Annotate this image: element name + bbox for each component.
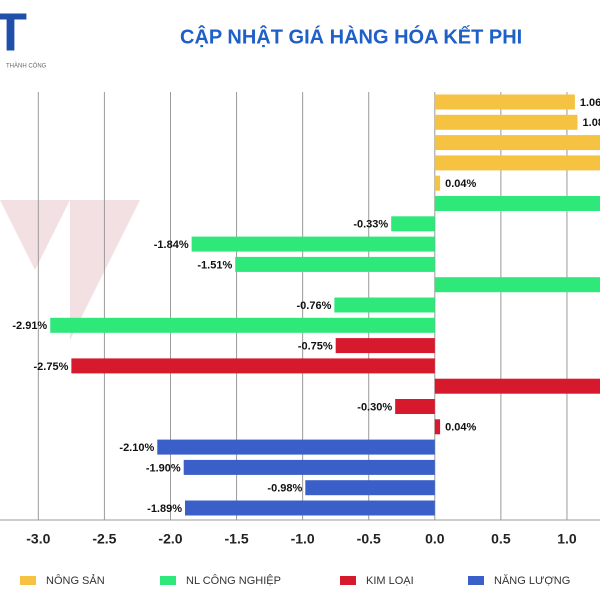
bar	[395, 399, 435, 414]
bar	[434, 419, 441, 435]
value-label: -0.30%	[357, 401, 392, 413]
x-tick-label: 0.0	[425, 531, 445, 547]
bar	[434, 175, 441, 191]
value-label: 0.04%	[445, 422, 476, 434]
bar	[434, 277, 600, 293]
x-tick-label: 0.5	[491, 531, 511, 547]
legend-label: NĂNG LƯỢNG	[494, 574, 570, 587]
bar	[305, 480, 435, 496]
value-label: 0.04%	[445, 178, 476, 190]
value-label: -1.89%	[147, 503, 182, 515]
bar	[334, 297, 435, 313]
value-label: -1.84%	[154, 239, 189, 251]
value-label: -0.33%	[353, 219, 388, 231]
bar	[434, 378, 600, 394]
value-label: -1.90%	[146, 462, 181, 474]
value-label: -2.91%	[12, 320, 47, 332]
bar	[235, 256, 435, 272]
bar	[71, 358, 435, 374]
legend-label: NÔNG SẢN	[46, 574, 105, 587]
bar	[157, 439, 435, 455]
legend-swatch	[20, 576, 36, 585]
bar	[185, 500, 435, 516]
logo-tagline: THÀNH CÔNG	[6, 63, 47, 70]
bar	[191, 236, 435, 252]
value-label: 1.08%	[583, 117, 600, 129]
bar	[434, 155, 600, 171]
x-tick-label: -1.5	[225, 531, 249, 547]
legend-label: NL CÔNG NGHIỆP	[186, 574, 281, 587]
x-tick-label: -2.5	[92, 531, 116, 547]
legend-swatch	[160, 576, 176, 585]
x-tick-label: -2.0	[158, 531, 182, 547]
bar	[434, 196, 600, 211]
bar	[50, 317, 435, 333]
x-tick-label: -3.0	[26, 531, 50, 547]
value-label: -0.75%	[298, 341, 333, 353]
value-label: -2.75%	[34, 361, 69, 373]
bar	[335, 338, 435, 354]
x-tick-label: -1.0	[291, 531, 315, 547]
value-label: -0.76%	[297, 300, 332, 312]
bar	[391, 216, 435, 232]
x-tick-label: 1.0	[557, 531, 577, 547]
chart-title: CẬP NHẬT GIÁ HÀNG HÓA KẾT PHI	[180, 24, 522, 48]
value-label: 1.06%	[580, 97, 600, 109]
bar	[434, 94, 575, 110]
legend-swatch	[340, 576, 356, 585]
watermark-shape	[0, 200, 140, 340]
value-label: -0.98%	[267, 483, 302, 495]
bar	[434, 114, 578, 130]
value-label: -2.10%	[119, 442, 154, 454]
legend-swatch	[468, 576, 484, 585]
x-tick-label: -0.5	[357, 531, 381, 547]
bar	[434, 135, 600, 151]
legend-label: KIM LOẠI	[366, 575, 414, 587]
bar	[183, 459, 435, 475]
value-label: -1.51%	[197, 259, 232, 271]
logo-letter: T	[0, 2, 27, 62]
